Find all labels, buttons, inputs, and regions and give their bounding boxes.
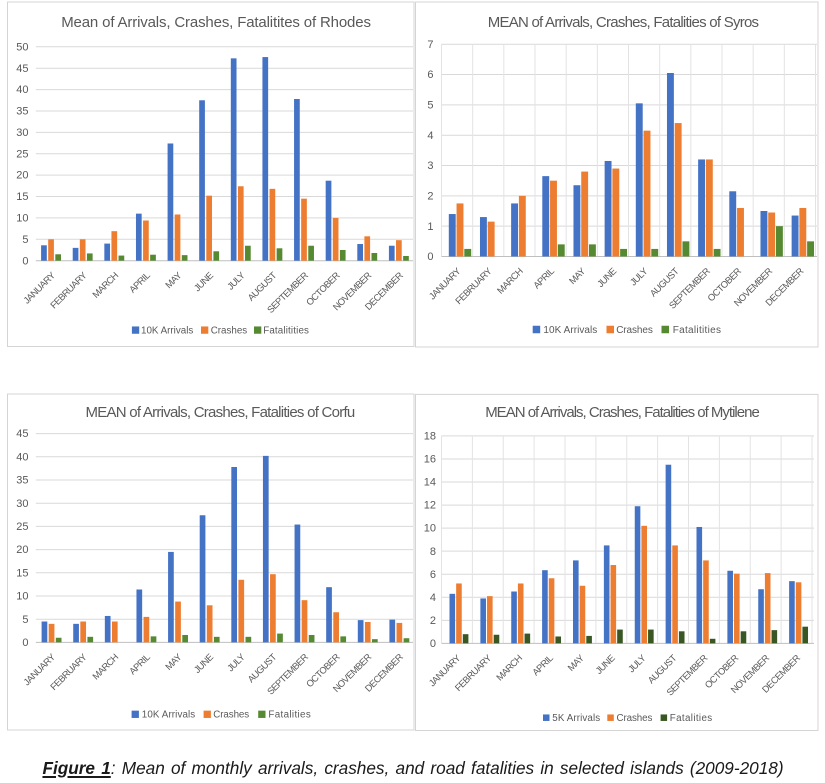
svg-text:1: 1 xyxy=(427,221,433,233)
svg-text:45: 45 xyxy=(16,63,28,75)
svg-text:10K Arrivals: 10K Arrivals xyxy=(543,325,597,336)
svg-text:MEAN of Arrivals, Crashes, Fat: MEAN of Arrivals, Crashes, Fatalities of… xyxy=(485,404,759,421)
svg-text:15: 15 xyxy=(16,191,28,203)
svg-text:5: 5 xyxy=(427,99,433,111)
svg-text:30: 30 xyxy=(16,498,28,510)
svg-text:4: 4 xyxy=(427,130,433,142)
svg-text:6: 6 xyxy=(427,69,433,81)
svg-text:Fatalities: Fatalities xyxy=(670,713,713,724)
svg-text:40: 40 xyxy=(16,84,28,96)
svg-text:MEAN of Arrivals, Crashes, Fat: MEAN of Arrivals, Crashes, Fatalities of… xyxy=(86,404,355,421)
svg-text:20: 20 xyxy=(16,544,28,556)
svg-text:35: 35 xyxy=(16,106,28,118)
svg-text:10K Arrivals: 10K Arrivals xyxy=(141,326,193,337)
svg-text:10: 10 xyxy=(16,213,28,225)
svg-text:15: 15 xyxy=(16,567,28,579)
svg-text:10: 10 xyxy=(16,591,28,603)
svg-text:25: 25 xyxy=(16,521,28,533)
svg-text:Crashes: Crashes xyxy=(616,325,653,336)
svg-text:0: 0 xyxy=(430,638,436,650)
svg-text:30: 30 xyxy=(16,127,28,139)
svg-text:16: 16 xyxy=(424,454,436,466)
svg-text:2: 2 xyxy=(430,615,436,627)
svg-text:0: 0 xyxy=(22,255,28,267)
svg-text:10: 10 xyxy=(424,523,436,535)
svg-text:14: 14 xyxy=(424,477,436,489)
svg-text:8: 8 xyxy=(430,546,436,558)
svg-text:0: 0 xyxy=(427,251,433,263)
svg-text:MEAN of Arrivals, Crashes, Fat: MEAN of Arrivals, Crashes, Fatalities of… xyxy=(488,14,759,31)
svg-text:40: 40 xyxy=(16,451,28,463)
svg-text:50: 50 xyxy=(16,41,28,53)
svg-text:Fatalitities: Fatalitities xyxy=(673,325,722,336)
svg-text:Fatalities: Fatalities xyxy=(268,710,311,721)
svg-text:Mean of Arrivals, Crashes, Fat: Mean of Arrivals, Crashes, Fatalitites o… xyxy=(61,14,371,31)
svg-text:35: 35 xyxy=(16,475,28,487)
svg-text:20: 20 xyxy=(16,170,28,182)
svg-text:2: 2 xyxy=(427,190,433,202)
svg-text:25: 25 xyxy=(16,148,28,160)
svg-text:6: 6 xyxy=(430,569,436,581)
svg-text:45: 45 xyxy=(16,428,28,440)
svg-text:5: 5 xyxy=(22,234,28,246)
svg-text:Crashes: Crashes xyxy=(213,710,249,721)
svg-text:Fatalitities: Fatalitities xyxy=(263,326,309,337)
svg-text:5K Arrivals: 5K Arrivals xyxy=(552,713,600,724)
svg-text:10K Arrivals: 10K Arrivals xyxy=(142,710,195,721)
svg-text:18: 18 xyxy=(424,431,436,443)
svg-text:5: 5 xyxy=(22,614,28,626)
svg-text:0: 0 xyxy=(22,637,28,649)
svg-text:3: 3 xyxy=(427,160,433,172)
svg-text:7: 7 xyxy=(427,39,433,51)
svg-text:4: 4 xyxy=(430,592,436,604)
svg-text:12: 12 xyxy=(424,500,436,512)
svg-text:Crashes: Crashes xyxy=(617,713,653,724)
svg-text:Crashes: Crashes xyxy=(211,326,248,337)
